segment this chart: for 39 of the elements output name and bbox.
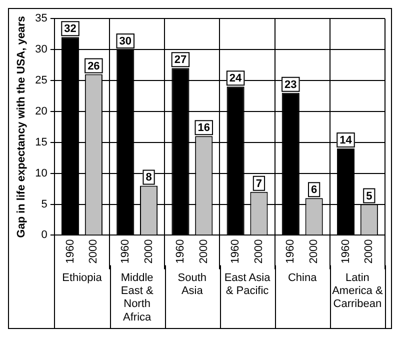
text: 2000 xyxy=(308,239,320,264)
text: 2000 xyxy=(198,239,210,264)
y-tick-label: 25 xyxy=(35,74,48,87)
y-tick-label: 35 xyxy=(35,12,48,25)
text: 2000 xyxy=(253,239,266,264)
data-label: 24 xyxy=(229,72,243,85)
text: 1960 xyxy=(119,239,132,264)
x-tick-label: South Asia xyxy=(178,272,207,298)
x-tick-label: Middle East & North Africa xyxy=(120,272,154,324)
data-label: 5 xyxy=(366,190,372,202)
y-axis-title: Gap in life expectancy with the USA, years xyxy=(16,16,28,238)
data-label: 26 xyxy=(88,60,100,72)
data-label: 23 xyxy=(284,78,297,91)
text: 2000 xyxy=(88,239,100,264)
text: 1960 xyxy=(284,239,297,264)
x-tick-label: Ethiopia xyxy=(62,272,103,284)
y-tick-label: 30 xyxy=(35,44,48,56)
data-label: 14 xyxy=(340,134,353,147)
y-tick-label: 15 xyxy=(35,136,48,148)
text: 2000 xyxy=(142,239,155,264)
y-tick-label: 5 xyxy=(41,198,48,210)
data-label: 8 xyxy=(146,172,152,184)
text: 1960 xyxy=(230,239,242,264)
text: 1960 xyxy=(64,239,76,264)
y-tick-label: 0 xyxy=(41,229,48,242)
data-label: 30 xyxy=(119,36,132,48)
text: 1960 xyxy=(174,239,186,264)
x-tick-label: China xyxy=(288,272,318,284)
data-label: 7 xyxy=(256,178,262,190)
data-label: 6 xyxy=(311,184,318,196)
y-tick-label: 10 xyxy=(35,167,48,180)
data-label: 32 xyxy=(64,23,76,36)
y-tick-label: 20 xyxy=(35,105,48,118)
text: 2000 xyxy=(363,239,376,264)
data-label: 27 xyxy=(174,54,187,66)
x-tick-label: East Asia & Pacific xyxy=(224,272,272,298)
x-tick-label: Latin America & Carribean xyxy=(332,272,384,310)
text: 1960 xyxy=(340,239,352,264)
data-label: 16 xyxy=(198,122,210,134)
